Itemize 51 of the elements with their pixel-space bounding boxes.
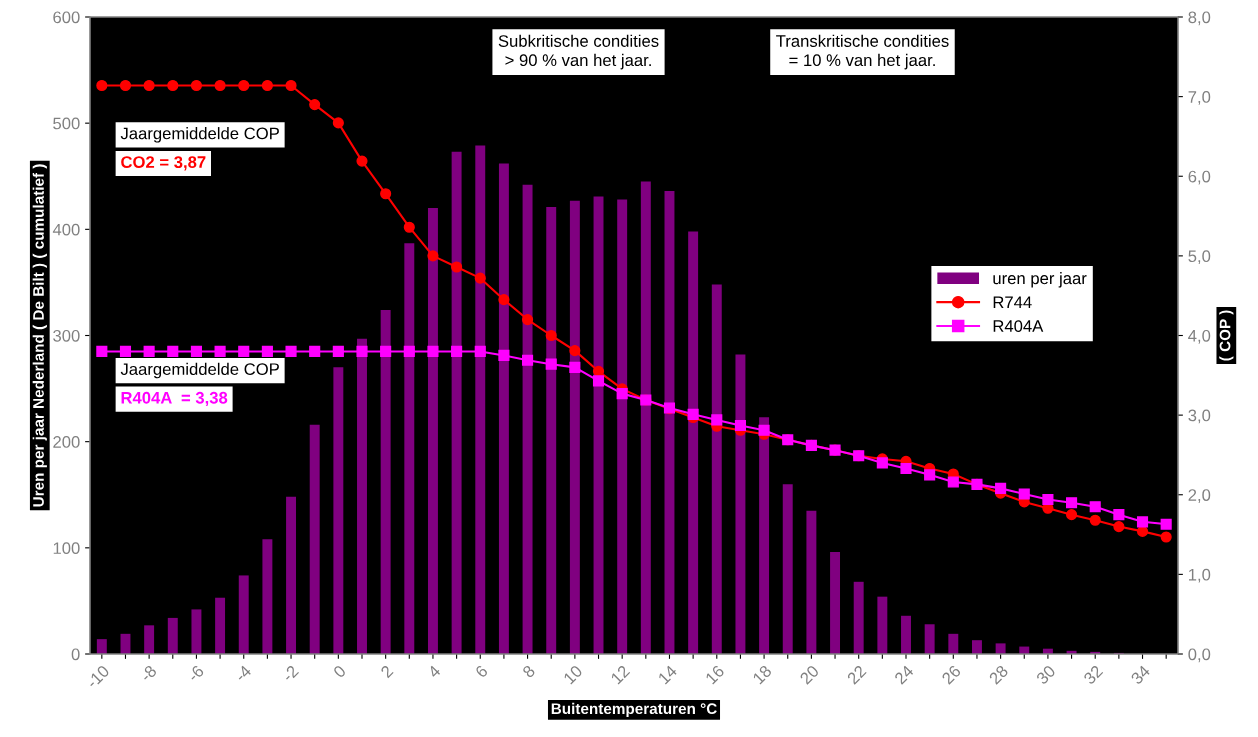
annotation: Transkritische condities = 10 % van het jaar. [776,34,949,70]
legend-label: uren per jaar [993,272,1087,288]
y2-tick-label: 2,0 [1188,489,1211,503]
y-tick-label: 500 [53,117,80,130]
y2-tick-label: 0,0 [1188,648,1211,663]
annotation: R404A = 3,38 [121,391,228,407]
x-tick-label: 16 [704,664,725,685]
x-tick-label: 14 [657,664,678,685]
x-tick-label: 6 [474,664,489,679]
x-tick-label: 32 [1082,664,1104,686]
y2-tick-label: 7,0 [1188,91,1211,105]
annotation: Subkritische condities > 90 % van het jaar. [498,34,659,70]
x-tick-label: -6 [186,664,205,683]
y-tick-label: 300 [53,329,80,342]
x-tick-label: 34 [1130,664,1151,686]
x-tick-label: -2 [281,664,299,683]
x-tick-label: -8 [139,664,158,683]
y-tick-label: 200 [53,436,80,448]
x-tick-label: 12 [610,664,631,685]
y-axis-title: Uren per jaar Nederland ( De Bilt ) ( cumulatief ) [32,164,47,507]
x-tick-label: 20 [799,664,820,685]
x-tick-label: 10 [562,664,584,685]
x-tick-label: 22 [846,664,867,685]
y2-tick-label: 1,0 [1188,568,1211,583]
x-tick-label: -4 [234,664,252,683]
x-axis-title: Buitentemperaturen °C [551,702,717,718]
annotation: CO2 = 3,87 [121,156,206,171]
y2-tick-label: 4,0 [1188,329,1211,344]
x-tick-label: 4 [427,664,442,679]
x-tick-label: 30 [1035,664,1057,686]
y-tick-label: 0 [71,648,80,661]
x-tick-label: 8 [521,664,536,679]
y-tick-label: 600 [53,11,80,24]
y2-axis-title: ( COP ) [1219,310,1234,361]
annotation: Jaargemiddelde COP [120,362,279,379]
x-tick-label: 0 [332,664,347,679]
y2-tick-label: 8,0 [1188,11,1211,26]
y2-tick-label: 3,0 [1188,409,1211,424]
y2-tick-label: 5,0 [1188,250,1211,265]
x-tick-label: 28 [988,664,1009,685]
legend-label: R744 [993,296,1032,308]
y2-tick-label: 6,0 [1188,170,1211,185]
legend-label: R404A [993,320,1044,332]
x-tick-label: 2 [380,664,394,679]
y-tick-label: 400 [52,223,80,236]
y-tick-label: 100 [53,542,80,555]
x-tick-label: 18 [752,664,773,685]
annotation: Jaargemiddelde COP [120,127,279,143]
x-tick-label: -10 [85,664,111,689]
x-tick-label: 26 [941,664,962,685]
x-tick-label: 24 [893,664,915,685]
